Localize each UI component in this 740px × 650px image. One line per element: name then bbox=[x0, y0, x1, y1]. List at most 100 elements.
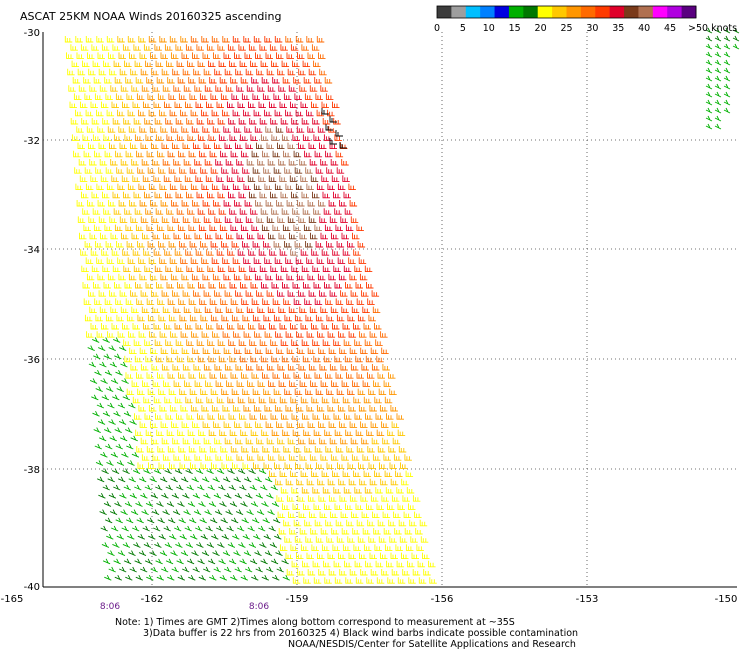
wind-barb bbox=[340, 290, 348, 297]
wind-barb bbox=[111, 175, 119, 182]
wind-barb bbox=[89, 85, 97, 92]
wind-barb bbox=[205, 175, 214, 182]
wind-barb bbox=[357, 388, 366, 396]
wind-barb bbox=[76, 200, 85, 207]
wind-barb bbox=[150, 566, 158, 573]
wind-barb bbox=[347, 388, 355, 396]
wind-barb bbox=[263, 314, 271, 322]
wind-barb bbox=[135, 77, 144, 84]
wind-barb bbox=[142, 525, 150, 532]
wind-barb bbox=[144, 265, 152, 273]
wind-barb bbox=[243, 331, 252, 338]
wind-barb bbox=[705, 27, 713, 34]
wind-barb bbox=[239, 208, 248, 215]
wind-barb bbox=[360, 347, 368, 355]
wind-barb bbox=[229, 501, 238, 507]
wind-barb bbox=[253, 405, 262, 412]
wind-barb bbox=[222, 109, 230, 117]
wind-barb bbox=[368, 314, 376, 322]
wind-barb bbox=[303, 282, 311, 289]
wind-barb bbox=[296, 478, 304, 486]
wind-barb bbox=[390, 405, 398, 412]
wind-barb bbox=[153, 468, 162, 475]
wind-barb bbox=[180, 405, 188, 412]
wind-barb bbox=[319, 511, 328, 519]
wind-barb bbox=[81, 191, 89, 199]
wind-barb bbox=[337, 405, 346, 412]
wind-barb bbox=[172, 437, 180, 445]
wind-barb bbox=[223, 200, 232, 207]
wind-barb bbox=[310, 232, 318, 240]
wind-barb bbox=[242, 388, 250, 396]
wind-barb bbox=[87, 200, 95, 207]
wind-barb bbox=[366, 577, 374, 584]
wind-barb bbox=[314, 150, 323, 158]
wind-barb bbox=[245, 364, 254, 371]
wind-barb bbox=[120, 306, 129, 314]
wind-barb bbox=[329, 290, 338, 297]
wind-barb bbox=[341, 380, 350, 387]
wind-barb bbox=[371, 437, 380, 445]
wind-barb bbox=[257, 232, 265, 240]
wind-barb bbox=[326, 167, 334, 174]
wind-barb bbox=[266, 290, 275, 297]
wind-barb bbox=[117, 331, 126, 338]
wind-barb bbox=[277, 216, 285, 223]
wind-barb bbox=[282, 574, 290, 581]
wind-barb bbox=[359, 331, 367, 338]
wind-barb bbox=[224, 437, 233, 445]
wind-barb bbox=[200, 167, 208, 174]
wind-barb bbox=[339, 200, 347, 207]
wind-barb bbox=[120, 159, 129, 166]
wind-barb bbox=[368, 462, 376, 469]
wind-barb bbox=[336, 314, 345, 322]
wind-barb bbox=[285, 183, 293, 191]
wind-barb bbox=[223, 52, 231, 59]
wind-barb bbox=[68, 85, 76, 92]
legend-color-swatch bbox=[508, 6, 524, 18]
wind-barb bbox=[167, 298, 176, 305]
wind-barb bbox=[295, 257, 304, 264]
wind-barb bbox=[229, 208, 237, 215]
legend-speed-label: 35 bbox=[612, 23, 624, 34]
wind-barb bbox=[248, 44, 257, 51]
wind-barb bbox=[188, 298, 197, 305]
wind-barb bbox=[279, 470, 288, 478]
wind-barb bbox=[278, 380, 287, 387]
wind-barb bbox=[292, 429, 301, 437]
wind-barb bbox=[182, 364, 191, 371]
wind-barb bbox=[357, 314, 366, 322]
wind-barb bbox=[302, 60, 311, 68]
wind-barb bbox=[215, 454, 223, 461]
wind-barb bbox=[723, 107, 731, 114]
wind-barb bbox=[308, 364, 317, 371]
wind-barb bbox=[102, 410, 111, 417]
wind-barb bbox=[219, 77, 228, 84]
wind-barb bbox=[381, 495, 389, 502]
wind-barb bbox=[118, 476, 126, 483]
wind-barb bbox=[404, 528, 413, 535]
wind-barb bbox=[217, 542, 225, 548]
wind-barb bbox=[374, 323, 382, 330]
wind-barb bbox=[331, 232, 339, 240]
wind-barb bbox=[158, 241, 166, 248]
wind-barb bbox=[190, 462, 198, 469]
wind-barb bbox=[202, 273, 210, 281]
wind-barb bbox=[227, 468, 235, 475]
wind-barb bbox=[152, 380, 161, 387]
wind-barb bbox=[258, 468, 267, 475]
wind-barb bbox=[253, 257, 262, 264]
wind-barb bbox=[166, 134, 174, 141]
wind-barb bbox=[157, 517, 165, 524]
wind-barb bbox=[92, 134, 101, 141]
legend-color-swatch bbox=[451, 6, 467, 18]
wind-barb bbox=[99, 509, 107, 516]
wind-barb bbox=[390, 478, 399, 486]
wind-barb bbox=[302, 560, 310, 568]
wind-barb bbox=[705, 83, 713, 90]
wind-barb bbox=[242, 462, 250, 469]
wind-barb bbox=[210, 314, 219, 322]
wind-barb bbox=[269, 470, 277, 478]
wind-barb bbox=[90, 323, 98, 330]
